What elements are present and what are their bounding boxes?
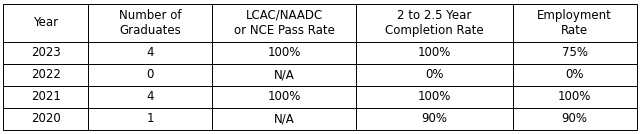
Bar — [212, 64, 356, 86]
Text: 2020: 2020 — [31, 112, 61, 125]
Bar — [513, 64, 637, 86]
Text: 90%: 90% — [421, 112, 447, 125]
Text: LCAC/NAADC
or NCE Pass Rate: LCAC/NAADC or NCE Pass Rate — [234, 9, 335, 37]
Bar — [88, 4, 212, 42]
Bar — [212, 108, 356, 130]
Bar — [88, 86, 212, 108]
Text: N/A: N/A — [274, 68, 294, 81]
Text: 2021: 2021 — [31, 90, 61, 103]
Bar — [513, 108, 637, 130]
Bar — [212, 42, 356, 64]
Text: 1: 1 — [147, 112, 154, 125]
Bar — [356, 108, 513, 130]
Text: 2022: 2022 — [31, 68, 61, 81]
Bar — [3, 42, 88, 64]
Text: 90%: 90% — [562, 112, 588, 125]
Text: 0%: 0% — [566, 68, 584, 81]
Bar — [88, 108, 212, 130]
Bar — [3, 4, 88, 42]
Text: Employment
Rate: Employment Rate — [538, 9, 612, 37]
Text: 100%: 100% — [268, 90, 301, 103]
Text: 100%: 100% — [418, 46, 451, 59]
Bar — [356, 64, 513, 86]
Text: Year: Year — [33, 16, 58, 29]
Bar — [356, 42, 513, 64]
Text: 100%: 100% — [418, 90, 451, 103]
Text: 100%: 100% — [268, 46, 301, 59]
Text: 2 to 2.5 Year
Completion Rate: 2 to 2.5 Year Completion Rate — [385, 9, 484, 37]
Bar — [3, 108, 88, 130]
Text: 100%: 100% — [558, 90, 591, 103]
Bar — [88, 64, 212, 86]
Text: 2023: 2023 — [31, 46, 61, 59]
Bar — [3, 64, 88, 86]
Text: Number of
Graduates: Number of Graduates — [119, 9, 181, 37]
Text: N/A: N/A — [274, 112, 294, 125]
Text: 0%: 0% — [425, 68, 444, 81]
Text: 75%: 75% — [562, 46, 588, 59]
Text: 4: 4 — [147, 46, 154, 59]
Bar — [212, 86, 356, 108]
Text: 4: 4 — [147, 90, 154, 103]
Bar — [212, 4, 356, 42]
Bar — [356, 86, 513, 108]
Bar — [356, 4, 513, 42]
Bar — [513, 4, 637, 42]
Bar — [3, 86, 88, 108]
Bar — [513, 86, 637, 108]
Text: 0: 0 — [147, 68, 154, 81]
Bar — [88, 42, 212, 64]
Bar — [513, 42, 637, 64]
